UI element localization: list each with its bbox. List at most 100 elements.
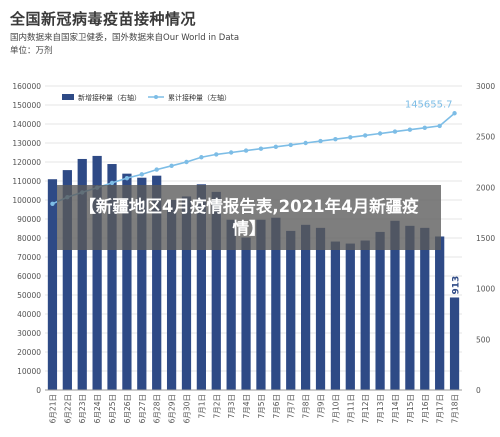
bar	[286, 230, 296, 390]
chart-title: 全国新冠病毒疫苗接种情况	[10, 10, 197, 28]
bar	[92, 155, 102, 390]
x-tick-label: 7月1日	[197, 394, 206, 419]
bar	[301, 224, 311, 390]
line-point	[422, 125, 427, 130]
x-axis: 6月21日 6月22日 6月23日 6月24日 6月25日 6月26日 6月27日 6月28日…	[45, 389, 462, 423]
line-point	[318, 138, 323, 144]
bar	[256, 219, 266, 390]
bar	[360, 240, 370, 390]
left-tick-label: 60000	[17, 272, 41, 281]
x-tick-label: 6月28日	[153, 394, 162, 423]
bar	[77, 158, 87, 390]
bar	[420, 227, 430, 390]
x-tick-label: 6月22日	[63, 394, 72, 423]
legend-bar-swatch	[62, 94, 74, 100]
bar	[107, 164, 117, 390]
x-tick-label: 6月27日	[138, 394, 147, 423]
line-point	[199, 155, 204, 160]
x-tick-label: 7月14日	[391, 394, 400, 423]
bar	[226, 219, 236, 390]
bar	[122, 173, 132, 390]
right-tick-label: 1000	[476, 285, 495, 294]
left-tick-label: 10000	[17, 367, 41, 376]
left-tick-label: 0	[36, 386, 41, 395]
overlay-text: 【新疆地区4月疫情报告表,2021年4月新疆疫情】	[79, 196, 419, 238]
bar	[315, 227, 326, 390]
right-tick-label: 2500	[476, 133, 495, 142]
bar	[345, 243, 355, 390]
right-tick-label: 3000	[476, 82, 495, 91]
x-tick-label: 7月3日	[227, 394, 236, 419]
right-tick-label: 2000	[476, 183, 495, 192]
bar	[166, 200, 177, 390]
left-tick-label: 70000	[17, 253, 41, 262]
x-tick-label: 7月15日	[406, 394, 415, 423]
left-tick-label: 50000	[17, 291, 41, 300]
legend: 新增接种量（右轴） 累计接种量（左轴）	[62, 93, 231, 102]
line-point	[288, 142, 293, 148]
cumulative-total-label: 145655.7	[405, 99, 453, 110]
x-tick-label: 7月2日	[212, 394, 221, 419]
line-point	[303, 140, 308, 146]
bar	[271, 217, 281, 390]
bar	[375, 231, 385, 390]
x-tick-label: 6月21日	[48, 394, 57, 423]
line-point	[154, 167, 159, 172]
bar	[196, 184, 206, 390]
line-point	[437, 123, 442, 129]
bar	[435, 236, 445, 390]
x-tick-label: 7月12日	[361, 394, 370, 423]
left-tick-label: 110000	[12, 177, 41, 186]
x-tick-label: 6月24日	[93, 394, 102, 423]
right-tick-label: 500	[476, 335, 491, 344]
line-point	[407, 127, 413, 132]
x-tick-label: 7月9日	[317, 394, 326, 419]
legend-line-marker	[154, 95, 158, 99]
x-tick-label: 7月10日	[331, 394, 340, 423]
unit-label: 单位：万剂	[10, 46, 53, 56]
x-tick-label: 7月17日	[436, 394, 445, 423]
line-point	[273, 144, 279, 149]
x-tick-label: 7月7日	[287, 394, 296, 419]
line-point	[362, 133, 368, 138]
left-tick-label: 20000	[17, 348, 41, 357]
right-tick-label: 0	[476, 386, 481, 395]
line-point	[169, 163, 174, 168]
x-tick-label: 6月26日	[123, 394, 132, 423]
legend-line-label: 累计接种量（左轴）	[168, 93, 231, 102]
bar	[47, 179, 58, 390]
overlay-banner: 【新疆地区4月疫情报告表,2021年4月新疆疫情】	[57, 185, 441, 250]
x-tick-label: 6月30日	[182, 394, 191, 423]
x-tick-label: 7月18日	[451, 394, 460, 423]
bar	[449, 297, 460, 390]
line-point	[348, 135, 353, 140]
left-tick-label: 140000	[12, 120, 41, 129]
line-point	[228, 150, 234, 155]
bar	[137, 177, 147, 390]
chart-subtitle: 国内数据来自国家卫健委，国外数据来自Our World in Data	[10, 33, 240, 43]
line-point	[184, 159, 189, 165]
bar	[405, 225, 415, 390]
x-tick-label: 7月11日	[346, 394, 355, 423]
bar-series	[47, 155, 460, 390]
line-point	[333, 137, 338, 142]
x-tick-label: 6月25日	[108, 394, 117, 423]
line-point	[243, 148, 249, 153]
left-tick-label: 130000	[12, 139, 41, 148]
bar	[241, 237, 251, 390]
bar	[211, 191, 221, 390]
line-point	[214, 152, 219, 157]
x-tick-label: 7月6日	[272, 394, 281, 419]
left-tick-label: 160000	[12, 82, 41, 91]
x-tick-label: 7月8日	[302, 394, 311, 419]
x-tick-label: 7月13日	[376, 394, 385, 423]
line-point	[258, 146, 264, 151]
line-point	[50, 201, 55, 206]
left-tick-label: 90000	[17, 215, 41, 224]
x-tick-label: 6月29日	[168, 394, 177, 423]
line-point	[124, 175, 130, 181]
bar	[390, 220, 400, 390]
x-tick-label: 7月5日	[257, 394, 266, 419]
x-tick-label: 7月16日	[421, 394, 430, 423]
line-point	[452, 111, 457, 116]
